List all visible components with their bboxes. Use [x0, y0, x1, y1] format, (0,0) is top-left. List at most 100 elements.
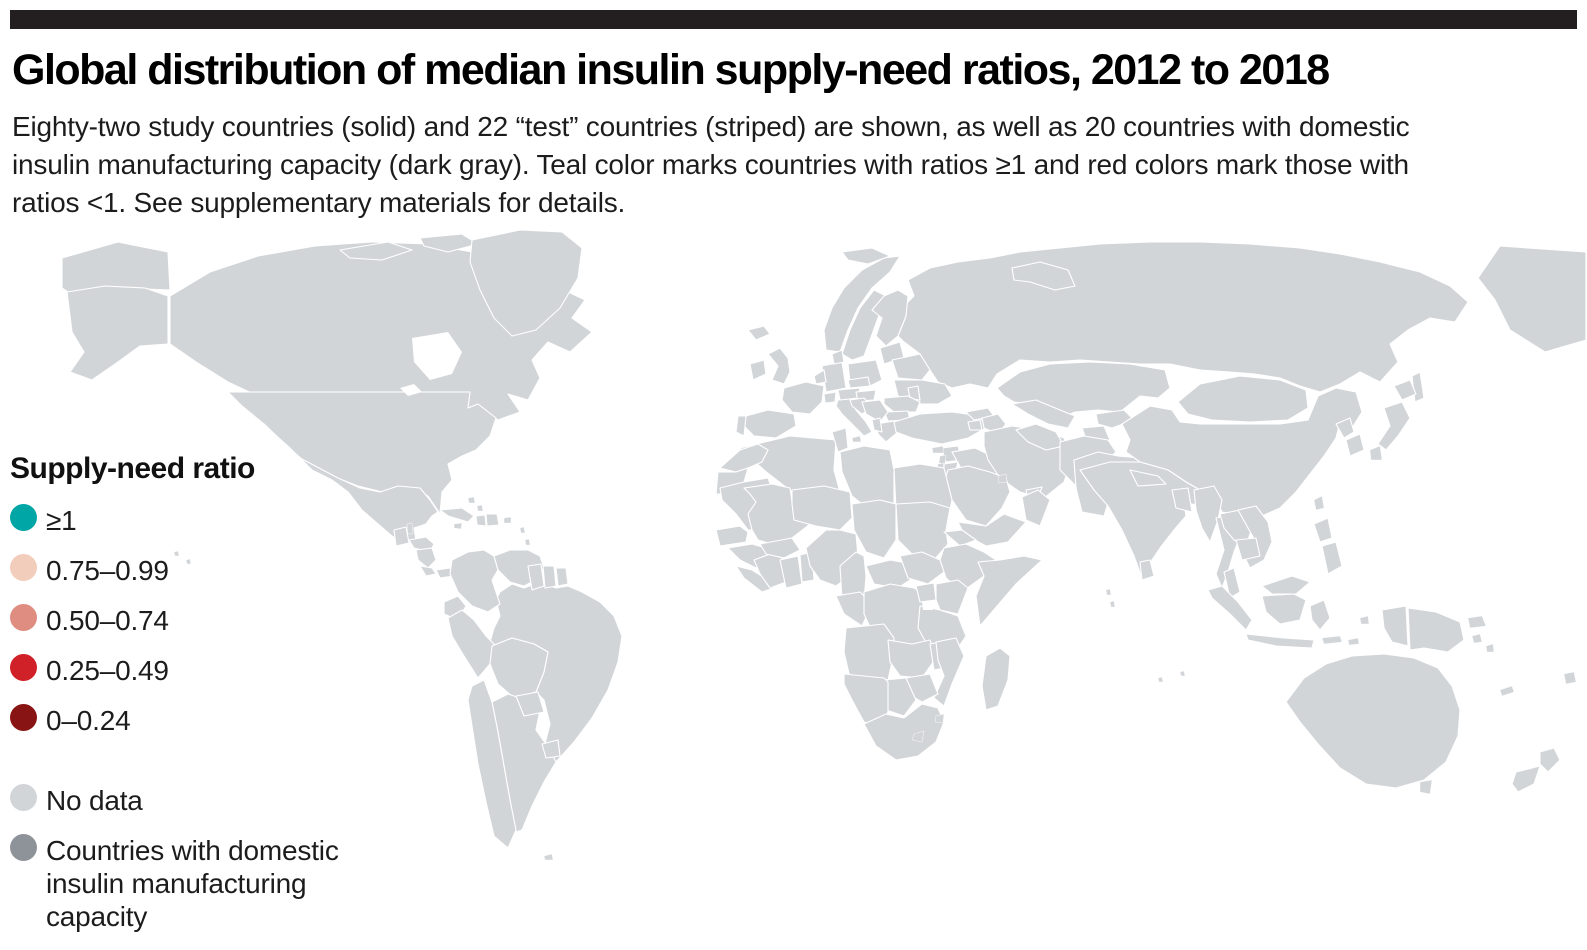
top-rule-bar	[10, 10, 1577, 29]
country-eritrea	[943, 529, 977, 547]
country-indonesia	[1309, 599, 1331, 631]
sea-okhotsk	[1444, 314, 1482, 368]
country-angola	[843, 623, 895, 681]
country-indonesia	[1261, 593, 1307, 625]
legend-label: Countries with domestic insulin manufact…	[46, 835, 339, 932]
legend-swatch-025-049	[10, 654, 37, 681]
country-nepal	[1129, 469, 1167, 487]
country-united-kingdom	[767, 347, 791, 385]
country-maldives	[1105, 588, 1112, 596]
country-cyprus	[931, 445, 945, 454]
country-mozambique	[933, 637, 965, 707]
country-indonesia	[1207, 585, 1253, 631]
country-nicaragua	[415, 547, 437, 569]
country-lebanon	[938, 454, 947, 465]
legend-label: 0.25–0.49	[46, 655, 169, 686]
country-indonesia	[1347, 637, 1360, 646]
country-oman	[1021, 489, 1051, 527]
country-pacific-islands	[1179, 670, 1186, 677]
country-cuba	[439, 507, 475, 523]
country-solomon-islands	[1485, 643, 1495, 653]
country-papua-new-guinea	[1407, 607, 1465, 653]
country-south-korea	[1345, 433, 1365, 457]
country-zambia	[887, 639, 937, 679]
country-pacific-islands	[185, 558, 192, 565]
country-guyana	[527, 563, 545, 591]
country-eswatini	[934, 713, 945, 724]
legend-item-no-data: No data	[10, 784, 430, 817]
country-russia	[1011, 261, 1076, 291]
country-france	[781, 381, 825, 415]
country-bosnia-serbia	[861, 399, 889, 423]
country-russia	[1477, 245, 1587, 353]
country-somalia	[975, 555, 1043, 627]
legend-swatch-050-074	[10, 604, 37, 631]
legend-item-ge1: ≥1	[10, 504, 430, 537]
country-south-sudan	[899, 551, 945, 585]
country-indonesia	[1359, 615, 1370, 625]
legend-label: 0–0.24	[46, 705, 131, 736]
country-sri-lanka	[1139, 559, 1155, 581]
country-ghana	[779, 555, 803, 589]
country-bangladesh	[1171, 487, 1193, 513]
world-map	[61, 229, 1587, 861]
figure-subtitle: Eighty-two study countries (solid) and 2…	[12, 108, 1410, 222]
country-bahamas	[476, 504, 484, 512]
country-colombia	[449, 549, 501, 613]
country-guatemala	[393, 526, 410, 547]
country-sudan	[895, 501, 951, 561]
country-albania	[871, 417, 883, 433]
country-falkland-islands	[543, 853, 554, 861]
country-jamaica	[453, 522, 463, 530]
legend-swatch-ge1	[10, 504, 37, 531]
country-new-zealand	[1539, 747, 1561, 773]
country-uzbekistan	[1011, 399, 1076, 429]
country-peru	[447, 609, 495, 679]
country-czechia	[847, 376, 871, 389]
country-new-zealand	[1511, 765, 1541, 793]
country-vietnam	[1237, 505, 1273, 569]
country-philippines	[1313, 517, 1333, 543]
country-indonesia	[1381, 605, 1409, 647]
country-norway	[823, 255, 901, 353]
country-bolivia	[489, 637, 549, 699]
legend-swatch-075-099	[10, 554, 37, 581]
country-tunisia	[831, 427, 849, 453]
country-pacific-islands	[1157, 676, 1164, 683]
country-cambodia	[1235, 537, 1261, 561]
country-paraguay	[515, 691, 545, 717]
legend-swatch-no-data	[10, 784, 37, 811]
country-lesotho	[911, 730, 925, 743]
country-benelux	[813, 369, 827, 385]
country-malaysia	[1261, 575, 1311, 595]
country-indonesia	[1245, 633, 1315, 649]
country-australia	[1419, 779, 1433, 795]
country-japan	[1377, 401, 1411, 451]
country-philippines	[1321, 541, 1343, 575]
country-svalbard	[841, 247, 891, 265]
country-chile	[467, 679, 517, 849]
country-south-africa	[863, 703, 945, 761]
country-belarus	[891, 353, 931, 381]
country-italy	[851, 435, 862, 443]
country-dominican-republic	[485, 513, 500, 527]
country-fiji	[1563, 671, 1577, 685]
country-russia	[1411, 371, 1425, 403]
legend-label: 0.50–0.74	[46, 605, 169, 636]
country-ireland	[749, 359, 767, 381]
legend-item-050-074: 0.50–0.74	[10, 604, 430, 637]
country-canada	[419, 233, 479, 253]
country-pacific-islands	[173, 550, 180, 557]
country-lesser-antilles	[524, 538, 531, 546]
country-papua-new-guinea	[1467, 615, 1487, 629]
country-canada	[339, 241, 413, 261]
country-finland	[871, 289, 909, 347]
sea-hudson-bay	[412, 332, 462, 380]
figure: Global distribution of median insulin su…	[10, 10, 1587, 932]
country-iceland	[747, 325, 771, 341]
country-costa-rica	[419, 565, 437, 577]
country-new-caledonia	[1499, 685, 1515, 697]
country-bahamas	[467, 496, 476, 504]
country-portugal	[735, 415, 747, 437]
legend-item-075-099: 0.75–0.99	[10, 554, 430, 587]
